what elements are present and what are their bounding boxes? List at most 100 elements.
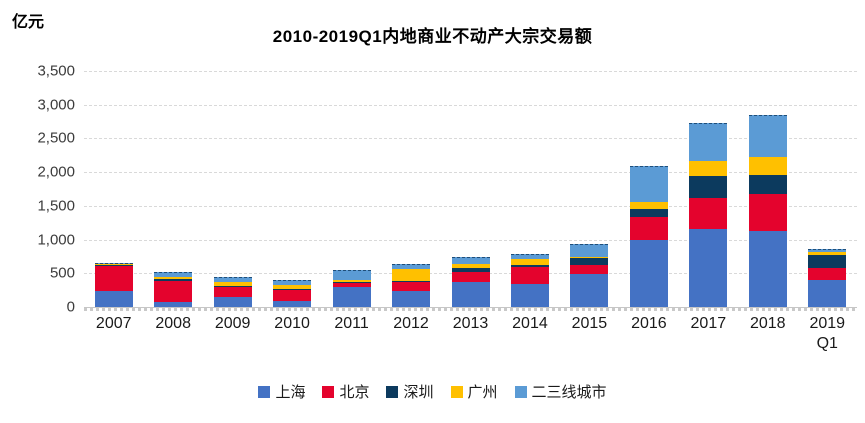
bar-segment-二三线城市-2018[interactable] xyxy=(748,115,787,157)
bar-stack-2013[interactable] xyxy=(451,257,490,307)
bar-segment-北京-2015[interactable] xyxy=(570,265,609,274)
legend-item-广州[interactable]: 广州 xyxy=(450,381,498,402)
legend-swatch-icon xyxy=(258,385,271,398)
bar-segment-二三线城市-2011[interactable] xyxy=(332,270,371,280)
bar-segment-北京-2013[interactable] xyxy=(451,272,490,282)
bar-segment-深圳-2008[interactable] xyxy=(154,279,193,281)
plot-area: 0 500 1,000 1,500 2,000 2,500 3,000 3,500 2007 20… xyxy=(37,63,857,352)
bar-segment-北京-2011[interactable] xyxy=(332,283,371,287)
bar-segment-二三线城市-2009[interactable] xyxy=(213,277,252,282)
bar-segment-二三线城市-2017[interactable] xyxy=(689,123,728,161)
bar-segment-广州-2014[interactable] xyxy=(510,259,549,265)
bar-segment-上海-2014[interactable] xyxy=(510,284,549,307)
bar-segment-二三线城市-2019-Q1[interactable] xyxy=(808,249,847,252)
bar-segment-广州-2011[interactable] xyxy=(332,280,371,282)
bar-stack-2010[interactable] xyxy=(273,280,312,307)
bar-segment-北京-2010[interactable] xyxy=(273,290,312,301)
bar-stack-2015[interactable] xyxy=(570,244,609,307)
bar-segment-二三线城市-2010[interactable] xyxy=(273,280,312,285)
bar-segment-北京-2008[interactable] xyxy=(154,281,193,302)
bar-segment-上海-2010[interactable] xyxy=(273,301,312,307)
bar-segment-上海-2017[interactable] xyxy=(689,229,728,307)
bar-segment-上海-2016[interactable] xyxy=(629,240,668,307)
bar-stack-2018[interactable] xyxy=(748,115,787,307)
bar-segment-深圳-2017[interactable] xyxy=(689,176,728,198)
y-tick-label: 1,000 xyxy=(37,231,75,249)
bar-segment-上海-2011[interactable] xyxy=(332,287,371,307)
bar-segment-广州-2010[interactable] xyxy=(273,285,312,289)
x-axis-line xyxy=(84,307,857,308)
bar-segment-北京-2017[interactable] xyxy=(689,198,728,229)
bar-segment-广州-2018[interactable] xyxy=(748,157,787,175)
bar-stack-2007[interactable] xyxy=(94,263,133,307)
bar-segment-北京-2019-Q1[interactable] xyxy=(808,268,847,280)
x-tick-label: 2011 xyxy=(334,315,369,332)
legend-label: 二三线城市 xyxy=(531,384,607,401)
bar-segment-深圳-2011[interactable] xyxy=(332,282,371,283)
bar-segment-深圳-2007[interactable] xyxy=(94,265,133,266)
bar-segment-广州-2015[interactable] xyxy=(570,257,609,258)
gridline-2000 xyxy=(84,172,857,174)
legend-item-上海[interactable]: 上海 xyxy=(258,381,305,402)
bar-segment-北京-2012[interactable] xyxy=(392,282,431,291)
bar-stack-2009[interactable] xyxy=(213,277,252,307)
bar-segment-上海-2012[interactable] xyxy=(392,291,431,307)
bar-segment-北京-2016[interactable] xyxy=(629,217,668,240)
x-tick-label: 2007 xyxy=(95,315,132,332)
bar-segment-北京-2009[interactable] xyxy=(213,287,252,297)
bar-stack-2011[interactable] xyxy=(332,270,371,307)
bar-segment-上海-2009[interactable] xyxy=(213,297,252,307)
bar-segment-北京-2014[interactable] xyxy=(510,267,549,284)
bar-stack-2016[interactable] xyxy=(629,166,668,307)
bar-stack-2019-Q1[interactable] xyxy=(808,249,847,307)
bar-segment-广州-2008[interactable] xyxy=(154,277,193,279)
bar-segment-广州-2013[interactable] xyxy=(451,264,490,268)
y-tick-label: 3,000 xyxy=(37,96,75,114)
bar-segment-广州-2019-Q1[interactable] xyxy=(808,252,847,255)
legend-swatch-icon xyxy=(322,385,335,398)
legend-swatch-icon xyxy=(450,385,463,398)
legend-item-二三线城市[interactable]: 二三线城市 xyxy=(514,381,607,402)
bar-segment-上海-2018[interactable] xyxy=(748,231,787,307)
legend-label: 上海 xyxy=(275,384,306,401)
bar-segment-深圳-2010[interactable] xyxy=(273,289,312,290)
bar-segment-深圳-2014[interactable] xyxy=(510,265,549,267)
y-tick-label: 500 xyxy=(49,264,75,282)
bar-segment-深圳-2012[interactable] xyxy=(392,281,431,282)
bar-stack-2012[interactable] xyxy=(392,264,431,307)
x-tick-label: 2010 xyxy=(274,315,310,332)
bar-stack-2008[interactable] xyxy=(154,272,193,307)
bar-segment-二三线城市-2007[interactable] xyxy=(94,263,133,264)
bar-segment-深圳-2015[interactable] xyxy=(570,258,609,265)
bar-segment-深圳-2018[interactable] xyxy=(748,175,787,194)
bar-segment-上海-2015[interactable] xyxy=(570,274,609,307)
bar-segment-二三线城市-2015[interactable] xyxy=(570,244,609,257)
bar-segment-广州-2017[interactable] xyxy=(689,161,728,176)
bar-segment-二三线城市-2016[interactable] xyxy=(629,166,668,202)
bar-segment-二三线城市-2014[interactable] xyxy=(510,254,549,259)
bar-segment-上海-2019-Q1[interactable] xyxy=(808,280,847,307)
bar-segment-深圳-2009[interactable] xyxy=(213,286,252,287)
bar-segment-深圳-2013[interactable] xyxy=(451,268,490,272)
x-tick-label: 2015 xyxy=(571,315,608,332)
bar-segment-广州-2016[interactable] xyxy=(629,202,668,209)
bar-segment-广州-2009[interactable] xyxy=(213,282,252,286)
bar-segment-上海-2008[interactable] xyxy=(154,302,193,307)
bar-segment-二三线城市-2012[interactable] xyxy=(392,264,431,269)
legend-item-北京[interactable]: 北京 xyxy=(322,381,369,402)
bar-stack-2014[interactable] xyxy=(510,254,549,307)
bar-segment-广州-2012[interactable] xyxy=(392,269,431,281)
bar-segment-二三线城市-2013[interactable] xyxy=(451,257,490,264)
legend-item-深圳[interactable]: 深圳 xyxy=(386,381,434,402)
bar-segment-广州-2007[interactable] xyxy=(94,264,133,265)
bar-segment-北京-2018[interactable] xyxy=(748,194,787,231)
bar-stack-2017[interactable] xyxy=(689,123,728,307)
x-tick-label: 2019 Q1 xyxy=(809,315,846,352)
bar-segment-深圳-2016[interactable] xyxy=(629,209,668,217)
bar-segment-上海-2007[interactable] xyxy=(94,291,133,307)
bar-segment-二三线城市-2008[interactable] xyxy=(154,272,193,277)
y-tick-label: 2,000 xyxy=(37,163,75,181)
bar-segment-上海-2013[interactable] xyxy=(451,282,490,307)
bar-segment-深圳-2019-Q1[interactable] xyxy=(808,255,847,268)
bar-segment-北京-2007[interactable] xyxy=(94,266,133,291)
